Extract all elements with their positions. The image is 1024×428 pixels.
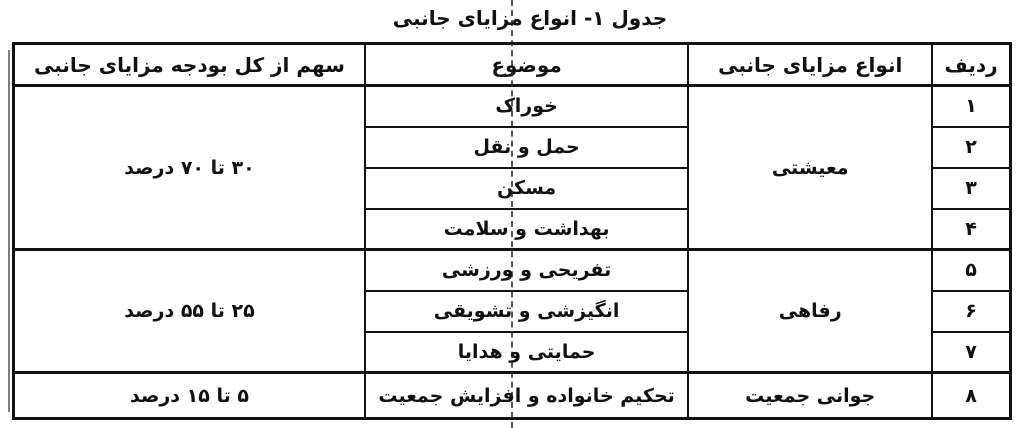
row-number-cell: ۳ [931,166,1012,210]
header-benefit-type: انواع مزایای جانبی [687,42,934,87]
category-cell: معیشتی [687,84,934,251]
subject-cell: مسکن [363,166,690,210]
table-row: ۵ رفاهی تفریحی و ورزشی ۲۵ تا ۵۵ درصد [12,248,1012,374]
subject-cell: بهداشت و سلامت [363,207,690,251]
row-number-cell: ۲ [931,125,1012,169]
category-cell: رفاهی [687,248,934,374]
header-budget-share: سهم از کل بودجه مزایای جانبی [12,42,366,87]
subject-cell: تفریحی و ورزشی [363,248,690,292]
table-row: ۷ حمایتی و هدایا [14,330,1012,374]
subject-cell: انگیزشی و تشویقی [363,289,690,333]
share-cell: ۵ تا ۱۵ درصد [12,371,366,420]
header-subject: موضوع [363,42,690,87]
header-row: ردیف انواع مزایای جانبی موضوع سهم از کل … [12,42,1012,87]
share-cell: ۲۵ تا ۵۵ درصد [12,248,366,374]
row-number-cell: ۵ [931,248,1012,292]
header-row-number: ردیف [931,42,1012,87]
fringe-benefits-table: ردیف انواع مزایای جانبی موضوع سهم از کل … [12,42,1012,420]
table-row: ۸ جوانی جمعیت تحکیم خانواده و افزایش جمع… [12,371,1012,420]
table-row: ۳ مسکن [14,166,1012,210]
table-title: جدول ۱- انواع مزایای جانبی [392,6,668,30]
category-cell: جوانی جمعیت [687,371,934,420]
left-edge-scan-artifact [8,50,10,412]
row-number-cell: ۱ [931,84,1012,128]
row-number-cell: ۷ [931,330,1012,374]
row-number-cell: ۸ [931,371,1012,420]
share-cell: ۳۰ تا ۷۰ درصد [12,84,366,251]
subject-cell: حمایتی و هدایا [363,330,690,374]
table-row: ۲ حمل و نقل [14,125,1012,169]
table-row: ۱ معیشتی خوراک ۳۰ تا ۷۰ درصد [12,84,1012,251]
row-number-cell: ۴ [931,207,1012,251]
table-row: ۴ بهداشت و سلامت [14,207,1012,251]
subject-cell: تحکیم خانواده و افزایش جمعیت [363,371,690,420]
row-number-cell: ۶ [931,289,1012,333]
subject-cell: خوراک [363,84,690,128]
table-row: ۶ انگیزشی و تشویقی [14,289,1012,333]
subject-cell: حمل و نقل [363,125,690,169]
